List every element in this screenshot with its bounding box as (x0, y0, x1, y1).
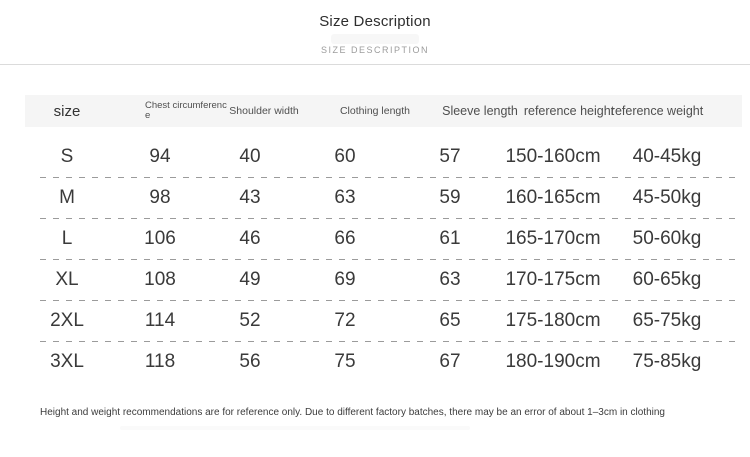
cell-shoulder: 40 (239, 146, 261, 167)
cell-sleeve-length: 59 (439, 187, 461, 208)
cell-sleeve-length: 61 (439, 228, 461, 249)
cell-reference-height: 180-190cm (505, 351, 601, 372)
size-table: size Chest circumference Shoulder width … (25, 95, 742, 382)
header-divider (0, 64, 750, 65)
cell-reference-weight: 50-60kg (632, 228, 702, 249)
cell-reference-height: 170-175cm (505, 269, 601, 290)
cell-shoulder: 49 (239, 269, 261, 290)
cell-clothing-length: 69 (334, 269, 356, 290)
table-body: S 94 40 60 57 150-160cm 40-45kg M 98 43 … (25, 127, 742, 382)
column-header-chest: Chest circumference (145, 100, 227, 121)
cell-clothing-length: 66 (334, 228, 356, 249)
column-header-reference-weight: reference weight (610, 104, 704, 118)
cell-reference-weight: 65-75kg (632, 310, 702, 331)
footer-note: Height and weight recommendations are fo… (40, 407, 665, 418)
table-row-2xl: 2XL 114 52 72 65 175-180cm 65-75kg (25, 301, 742, 341)
cell-shoulder: 56 (239, 351, 261, 372)
row-separator (40, 177, 742, 178)
cell-shoulder: 43 (239, 187, 261, 208)
cell-shoulder: 46 (239, 228, 261, 249)
table-row-s: S 94 40 60 57 150-160cm 40-45kg (25, 137, 742, 177)
column-header-size: size (53, 102, 81, 120)
title-block: Size Description SIZE DESCRIPTION (0, 0, 750, 56)
cell-chest: 94 (149, 146, 171, 167)
row-separator (40, 300, 742, 301)
cell-reference-height: 150-160cm (505, 146, 601, 167)
cell-chest: 114 (144, 310, 176, 331)
cell-reference-weight: 75-85kg (632, 351, 702, 372)
cell-clothing-length: 75 (334, 351, 356, 372)
cell-sleeve-length: 65 (439, 310, 461, 331)
table-row-l: L 106 46 66 61 165-170cm 50-60kg (25, 219, 742, 259)
cell-clothing-length: 63 (334, 187, 356, 208)
cell-size: 3XL (50, 351, 84, 372)
column-header-sleeve-length: Sleeve length (442, 104, 518, 118)
cell-sleeve-length: 67 (439, 351, 461, 372)
table-row-m: M 98 43 63 59 160-165cm 45-50kg (25, 178, 742, 218)
page-subtitle: SIZE DESCRIPTION (320, 45, 429, 55)
cell-reference-height: 165-170cm (505, 228, 601, 249)
cell-sleeve-length: 63 (439, 269, 461, 290)
cell-size: S (60, 146, 74, 167)
cell-chest: 108 (144, 269, 176, 290)
cell-chest: 118 (144, 351, 176, 372)
row-separator (40, 218, 742, 219)
cell-chest: 106 (144, 228, 176, 249)
column-header-reference-height: reference height (523, 104, 615, 118)
cell-size: 2XL (50, 310, 84, 331)
cell-clothing-length: 60 (334, 146, 356, 167)
row-separator (40, 259, 742, 260)
cell-reference-height: 175-180cm (505, 310, 601, 331)
cell-reference-weight: 45-50kg (632, 187, 702, 208)
row-separator (40, 341, 742, 342)
cell-clothing-length: 72 (334, 310, 356, 331)
cell-reference-height: 160-165cm (505, 187, 601, 208)
table-row-xl: XL 108 49 69 63 170-175cm 60-65kg (25, 260, 742, 300)
page-title: Size Description (319, 13, 431, 30)
cell-shoulder: 52 (239, 310, 261, 331)
cell-size: M (59, 187, 75, 208)
cell-reference-weight: 40-45kg (632, 146, 702, 167)
table-row-3xl: 3XL 118 56 75 67 180-190cm 75-85kg (25, 342, 742, 382)
cell-sleeve-length: 57 (439, 146, 461, 167)
cell-reference-weight: 60-65kg (632, 269, 702, 290)
column-header-clothing-length: Clothing length (339, 105, 411, 117)
cell-size: L (61, 228, 73, 249)
watermark-ghost (331, 34, 419, 44)
column-header-shoulder-width: Shoulder width (229, 105, 299, 117)
table-header-row: size Chest circumference Shoulder width … (25, 95, 742, 127)
footer-watermark-ghost (120, 426, 470, 430)
cell-size: XL (55, 269, 79, 290)
cell-chest: 98 (149, 187, 171, 208)
